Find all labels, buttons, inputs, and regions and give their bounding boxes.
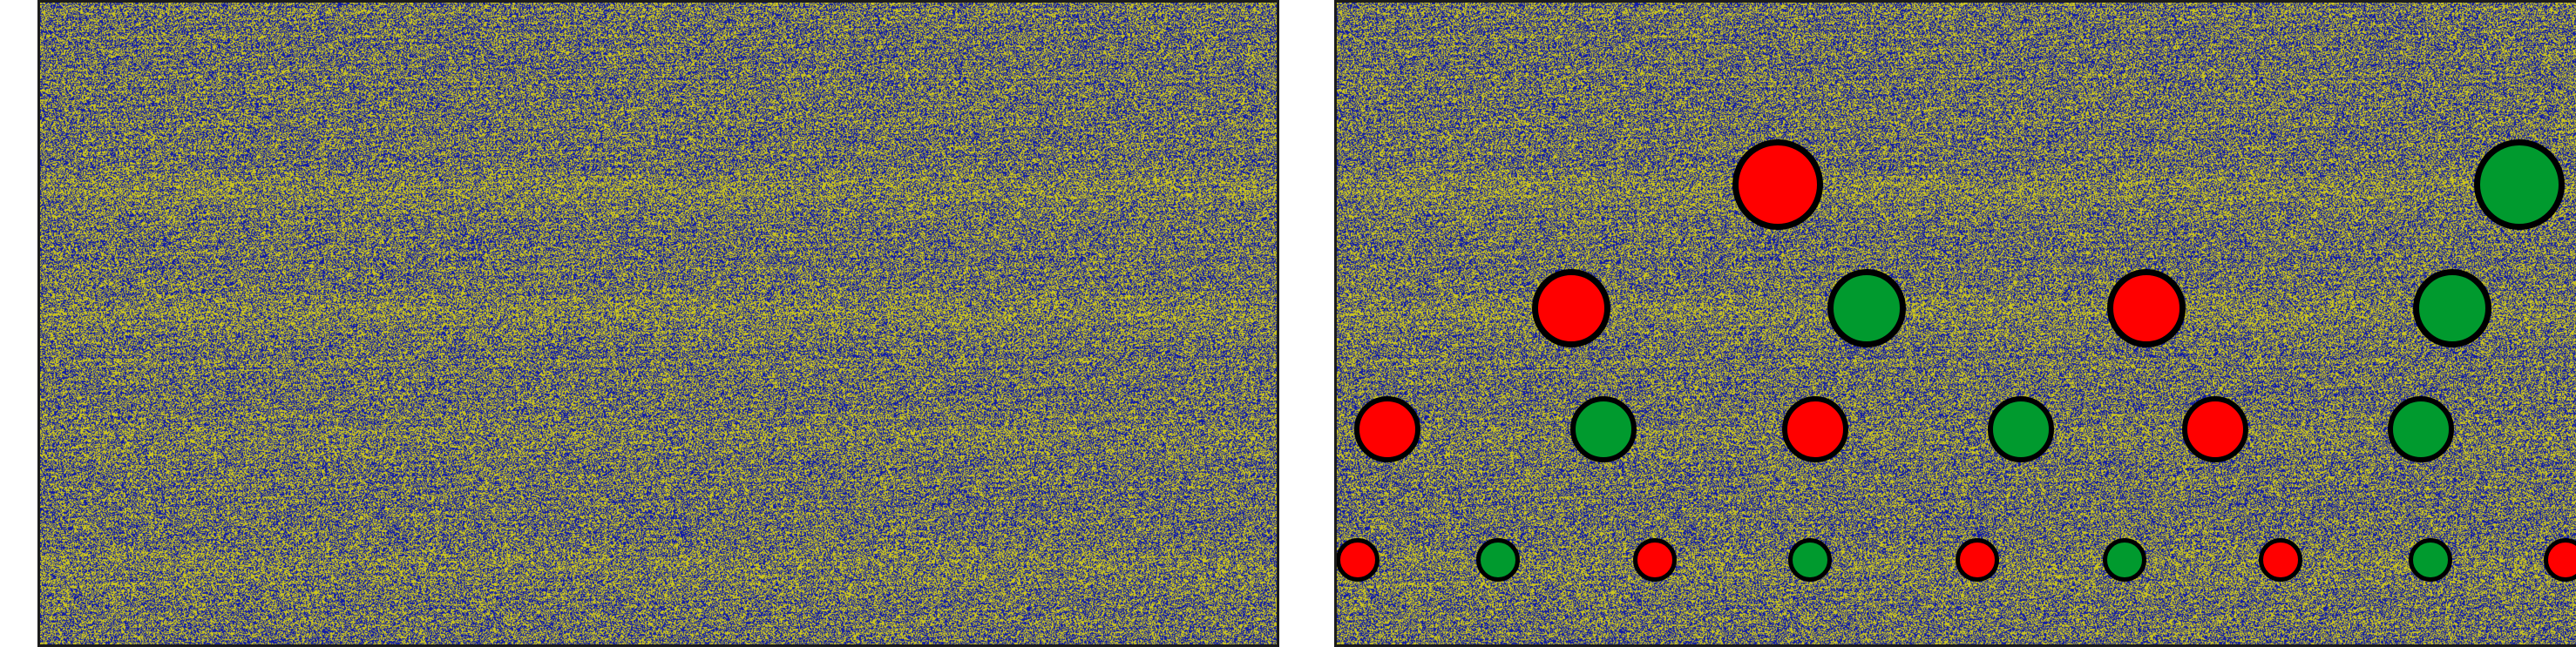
annotated-noise-panel [1334,0,2576,647]
noise-texture [40,3,1277,644]
green-circle-marker [1570,396,1637,462]
red-circle-marker [1782,396,1848,462]
green-circle-marker [2103,538,2146,582]
green-circle-marker [1476,538,1520,582]
red-circle-marker [1532,269,1610,347]
red-circle-marker [2182,396,2248,462]
green-circle-marker [1788,538,1832,582]
green-circle-marker [2388,396,2454,462]
red-circle-marker [1354,396,1420,462]
green-circle-marker [1827,269,1906,347]
green-circle-marker [2413,269,2491,347]
green-circle-marker [1988,396,2054,462]
green-circle-marker [2474,139,2565,230]
original-noise-panel [37,0,1279,647]
noise-texture [1337,3,2576,644]
red-circle-marker [2107,269,2186,347]
green-circle-marker [2409,538,2452,582]
red-circle-marker [1732,139,1823,230]
red-circle-marker [1633,538,1677,582]
red-circle-marker [2544,538,2576,582]
red-circle-marker [1956,538,1999,582]
red-circle-marker [2259,538,2302,582]
red-circle-marker [1337,538,1380,582]
